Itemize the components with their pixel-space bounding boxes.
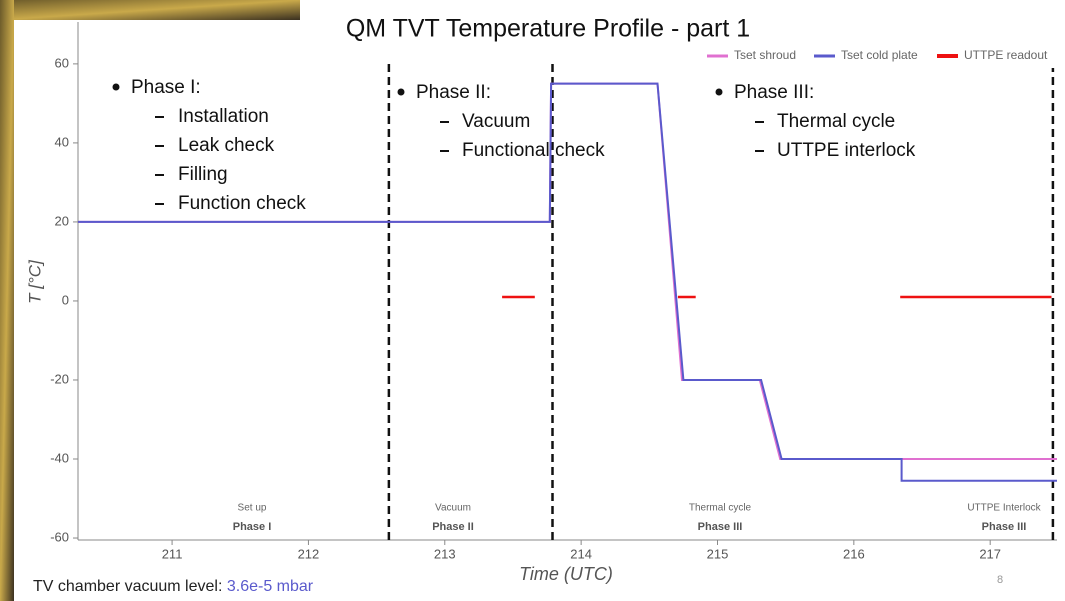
y-tick-label: -40 xyxy=(50,450,69,465)
legend-label: Tset shroud xyxy=(734,48,796,62)
footer-value: 3.6e-5 mbar xyxy=(227,578,314,595)
note-item: Installation xyxy=(178,106,269,127)
chart-title: QM TVT Temperature Profile - part 1 xyxy=(346,15,750,43)
note-item: Vacuum xyxy=(462,111,530,132)
y-tick-label: 40 xyxy=(55,134,69,149)
phase-label: Phase III xyxy=(982,521,1027,533)
note-item: Leak check xyxy=(178,135,275,156)
x-axis-label: Time (UTC) xyxy=(519,564,613,584)
legend-label: UTTPE readout xyxy=(964,48,1048,62)
y-tick-label: 0 xyxy=(62,292,69,307)
background-strip xyxy=(0,0,14,601)
bullet xyxy=(113,84,120,91)
phase-name: Thermal cycle xyxy=(689,503,752,514)
y-tick-label: -60 xyxy=(50,529,69,544)
phase-name: Set up xyxy=(238,503,267,514)
note-heading: Phase II: xyxy=(416,82,491,103)
phase-name: Vacuum xyxy=(435,503,471,514)
x-tick-label: 215 xyxy=(707,546,729,561)
footer: TV chamber vacuum level: 3.6e-5 mbar xyxy=(33,578,314,595)
page: QM TVT Temperature Profile - part 1 Time… xyxy=(0,0,1065,601)
y-tick-label: -20 xyxy=(50,371,69,386)
bullet xyxy=(716,89,723,96)
note-item: Functional check xyxy=(462,140,605,161)
slide: QM TVT Temperature Profile - part 1 Time… xyxy=(0,0,1065,601)
phase-label: Phase III xyxy=(698,521,743,533)
y-tick-label: 20 xyxy=(55,213,69,228)
x-tick-label: 213 xyxy=(434,546,456,561)
x-tick-label: 217 xyxy=(979,546,1001,561)
y-axis-label: T [°C] xyxy=(25,259,44,304)
background-strip xyxy=(0,0,300,20)
phase-name: UTTPE Interlock xyxy=(967,503,1041,514)
x-tick-label: 212 xyxy=(298,546,320,561)
page-number: 8 xyxy=(997,574,1003,586)
phase-label: Phase I xyxy=(233,521,272,533)
legend-label: Tset cold plate xyxy=(841,48,918,62)
x-tick-label: 211 xyxy=(162,546,183,561)
note-item: Function check xyxy=(178,193,306,214)
bullet xyxy=(398,89,405,96)
x-tick-label: 216 xyxy=(843,546,865,561)
note-item: Filling xyxy=(178,164,228,185)
y-tick-label: 60 xyxy=(55,55,69,70)
footer-label: TV chamber vacuum level: xyxy=(33,578,222,595)
note-heading: Phase III: xyxy=(734,82,814,103)
slide-area xyxy=(14,20,1065,601)
phase-label: Phase II xyxy=(432,521,474,533)
note-item: UTTPE interlock xyxy=(777,140,916,161)
x-tick-label: 214 xyxy=(570,546,592,561)
note-heading: Phase I: xyxy=(131,77,201,98)
note-item: Thermal cycle xyxy=(777,111,895,132)
